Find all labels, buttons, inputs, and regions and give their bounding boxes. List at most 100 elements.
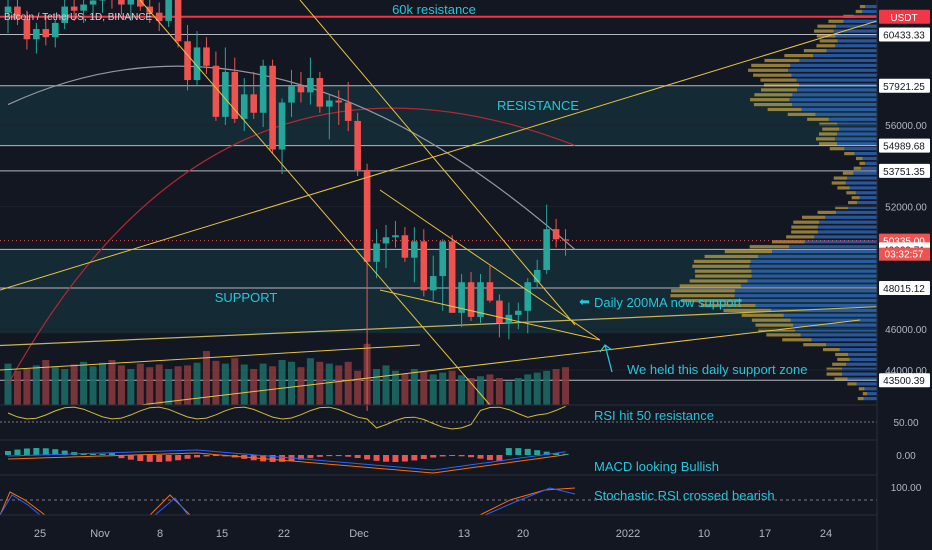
- candle-body: [316, 78, 324, 107]
- candle-body: [193, 47, 201, 81]
- annotations: ⬅ Daily 200MA now support We held this dai…: [579, 294, 807, 503]
- date-tick: Nov: [90, 528, 110, 540]
- profile-bar-poc: [760, 78, 797, 82]
- candle-body: [165, 0, 172, 21]
- volume-bar: [99, 362, 106, 405]
- profile-bar-poc: [689, 279, 748, 283]
- candle-body: [184, 41, 191, 81]
- profile-bar: [828, 117, 877, 121]
- profile-bar: [854, 151, 877, 156]
- volume-bar: [477, 376, 484, 405]
- profile-bar: [750, 259, 877, 263]
- profile-bar: [790, 318, 877, 322]
- trendlines: [0, 0, 881, 406]
- profile-bar-poc: [700, 303, 756, 308]
- macd-histogram-bar: [297, 455, 304, 460]
- volume-bar: [458, 375, 466, 405]
- price-tag-bg: [879, 9, 930, 24]
- macd-histogram-bar: [383, 455, 389, 462]
- macd-histogram-bar: [52, 449, 59, 455]
- profile-bar: [835, 44, 877, 48]
- profile-bar-poc: [803, 343, 827, 347]
- profile-bar: [847, 176, 877, 180]
- volume-bar: [524, 374, 532, 405]
- candle-body: [259, 65, 267, 113]
- candle-body: [335, 100, 343, 103]
- volume-bar: [117, 365, 125, 405]
- candle-body: [533, 269, 541, 283]
- profile-bar-poc: [751, 318, 791, 322]
- profile-bar: [800, 333, 877, 337]
- profile-bar-poc: [749, 245, 790, 249]
- price-tag-bg: [879, 138, 930, 153]
- price-tag-label: 57921.25: [883, 82, 925, 93]
- profile-bar: [848, 205, 877, 210]
- profile-bar-poc: [787, 112, 816, 116]
- price-tag-bg: [879, 78, 930, 93]
- profile-bar-poc: [847, 382, 857, 386]
- volume-bar: [391, 370, 399, 405]
- candle-body: [392, 235, 399, 238]
- profile-bar-poc: [791, 225, 818, 229]
- volume-bar: [80, 361, 88, 405]
- profile-bar: [860, 166, 877, 170]
- profile-bar-poc: [764, 58, 800, 63]
- candle-body: [212, 65, 220, 117]
- macd-histogram-bar: [486, 455, 493, 461]
- candle-body: [486, 282, 494, 301]
- macd-histogram-bar: [165, 455, 172, 462]
- trendline: [379, 289, 601, 341]
- profile-bar-poc: [695, 274, 752, 278]
- candle-body: [288, 86, 295, 103]
- profile-bar: [791, 73, 877, 77]
- volume-bar: [23, 369, 31, 405]
- candle-body: [240, 94, 248, 119]
- levels: 60k resistance: [0, 2, 877, 381]
- profile-bar-poc: [816, 44, 836, 48]
- profile-bar: [849, 186, 877, 190]
- profile-bar-poc: [763, 83, 800, 87]
- profile-bar: [734, 294, 877, 298]
- candle-body: [562, 239, 569, 241]
- profile-bar-poc: [724, 249, 772, 254]
- candle-body: [552, 229, 560, 240]
- profile-bar: [819, 220, 877, 224]
- profile-bar-poc: [741, 313, 784, 317]
- macd-histogram-bar: [269, 455, 276, 462]
- profile-bar: [758, 254, 877, 259]
- volume-bar: [514, 378, 522, 405]
- profile-bar-poc: [859, 161, 865, 165]
- profile-bar: [741, 298, 877, 303]
- trendline: [0, 19, 881, 291]
- macd-histogram-bar: [401, 455, 408, 462]
- macd-pane: [5, 448, 569, 474]
- candle-body: [118, 0, 125, 5]
- profile-bar: [862, 156, 877, 161]
- profile-bar: [813, 53, 877, 58]
- profile-bar: [740, 284, 877, 288]
- volume-bar: [382, 365, 390, 405]
- candle-body: [33, 29, 40, 40]
- symbol-label: Bitcoin / TetherUS, 1D, BINANCE: [4, 12, 153, 23]
- profile-bar: [796, 78, 877, 82]
- profile-bar: [842, 367, 877, 371]
- volume-bar: [278, 360, 286, 405]
- profile-bar: [837, 39, 877, 43]
- profile-bar-poc: [842, 171, 854, 175]
- macd-histogram-bar: [458, 455, 465, 457]
- profile-bar: [837, 122, 877, 126]
- candle-body: [326, 100, 333, 107]
- profile-bar-poc: [837, 357, 850, 361]
- macd-histogram-bar: [449, 455, 456, 457]
- profile-bar: [804, 240, 877, 244]
- profile-bar-poc: [670, 294, 735, 298]
- profile-bar-poc: [819, 122, 838, 126]
- profile-bar: [839, 127, 877, 131]
- profile-bar: [815, 112, 877, 116]
- macd-histogram-bar: [335, 455, 342, 457]
- date-tick: 24: [820, 528, 832, 540]
- profile-bar: [853, 171, 877, 175]
- profile-bar: [749, 264, 877, 268]
- profile-bar: [771, 249, 877, 254]
- date-tick: 22: [278, 528, 290, 540]
